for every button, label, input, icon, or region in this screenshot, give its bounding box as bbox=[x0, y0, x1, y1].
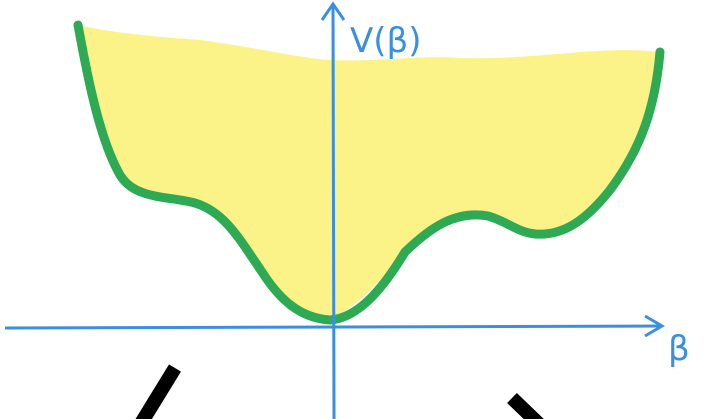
potential-curve bbox=[73, 20, 665, 325]
x-axis-arrow bbox=[644, 314, 665, 338]
y-axis-arrow bbox=[320, 1, 346, 21]
stroke-left bbox=[135, 364, 181, 419]
x-axis-label: β bbox=[668, 329, 690, 369]
y-axis bbox=[331, 4, 336, 419]
y-axis-label: V(β) bbox=[350, 21, 422, 61]
potential-fill bbox=[78, 25, 660, 320]
stroke-right bbox=[507, 392, 544, 419]
